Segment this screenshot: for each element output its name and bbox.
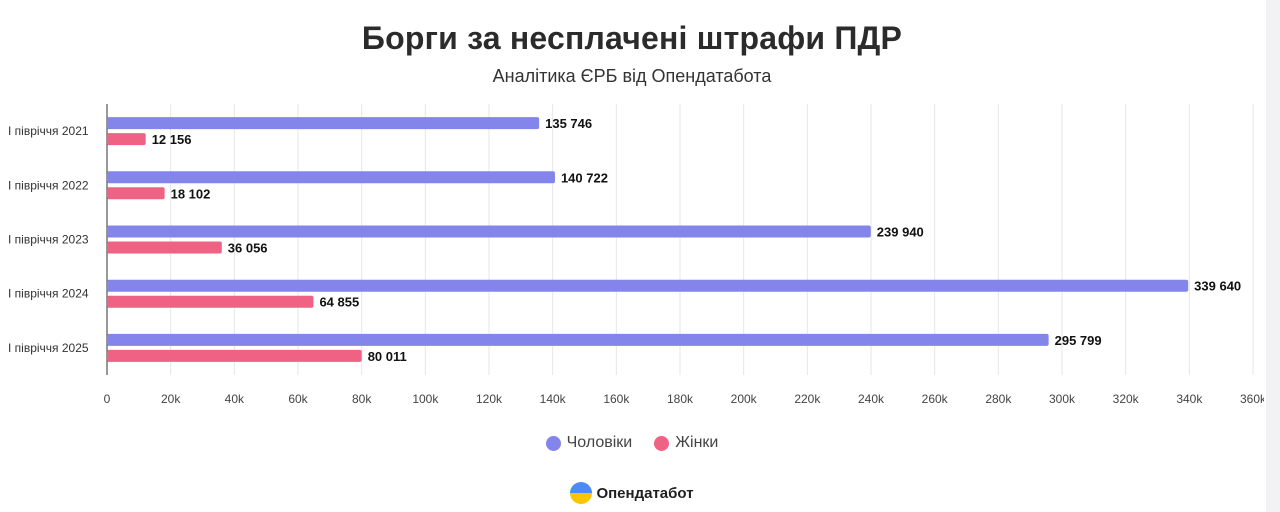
legend-marker-men	[545, 435, 561, 451]
x-tick-label: 40k	[225, 392, 245, 406]
bar-men	[107, 117, 540, 130]
bar-women	[107, 133, 146, 146]
bar-men	[107, 279, 1189, 292]
x-tick-label: 220k	[794, 392, 821, 406]
data-label: 295 799	[1055, 333, 1102, 348]
legend-item-women[interactable]: Жінки	[654, 434, 718, 452]
bar-men	[107, 171, 555, 184]
bar-men	[107, 225, 871, 238]
data-label: 140 722	[561, 170, 608, 185]
x-tick-label: 100k	[412, 392, 439, 406]
bar-women	[107, 241, 222, 254]
data-label: 12 156	[152, 132, 192, 147]
x-tick-label: 140k	[540, 392, 567, 406]
data-label: 135 746	[545, 116, 592, 131]
y-category-label: І півріччя 2021	[8, 124, 89, 138]
x-tick-label: 180k	[667, 392, 694, 406]
x-tick-label: 60k	[288, 392, 308, 406]
data-label: 36 056	[228, 241, 268, 256]
legend-item-men[interactable]: Чоловіки	[545, 434, 633, 452]
legend-label-women: Жінки	[675, 434, 719, 451]
chart-title: Борги за несплачені штрафи ПДР	[361, 20, 903, 56]
data-label: 339 640	[1194, 279, 1241, 294]
x-tick-label: 240k	[858, 392, 885, 406]
chart-legend: Чоловіки Жінки	[0, 434, 1264, 452]
x-tick-label: 160k	[603, 392, 630, 406]
brand: Опендатабот	[0, 482, 1264, 504]
x-tick-label: 360k	[1240, 392, 1264, 406]
y-category-label: І півріччя 2022	[8, 178, 89, 192]
x-tick-label: 200k	[731, 392, 758, 406]
x-tick-label: 0	[104, 392, 111, 406]
brand-name: Опендатабот	[596, 484, 694, 502]
data-label: 80 011	[368, 349, 407, 364]
bar-women	[107, 187, 165, 200]
x-tick-label: 280k	[985, 392, 1012, 406]
data-label: 18 102	[171, 186, 211, 201]
x-tick-label: 340k	[1176, 392, 1203, 406]
chart-subtitle: Аналітика ЄРБ від Опендатабота	[492, 66, 772, 86]
bar-women	[107, 349, 362, 362]
bar-chart: 0 20k 40k 60k 80k 100k 120k 140k 160k 180k 200k 220…	[8, 104, 1264, 406]
y-category-label: І півріччя 2024	[8, 287, 89, 301]
bar-women	[107, 295, 314, 308]
x-tick-label: 80k	[352, 392, 372, 406]
data-label: 239 940	[877, 225, 924, 240]
x-tick-label: 260k	[922, 392, 949, 406]
x-tick-label: 300k	[1049, 392, 1076, 406]
card-edge	[1266, 0, 1280, 512]
legend-marker-women	[654, 435, 670, 451]
legend-label-men: Чоловіки	[566, 434, 633, 451]
x-tick-label: 320k	[1113, 392, 1140, 406]
x-tick-label: 120k	[476, 392, 503, 406]
data-label: 64 855	[319, 295, 359, 310]
y-category-label: І півріччя 2023	[8, 233, 89, 247]
x-tick-label: 20k	[161, 392, 181, 406]
y-category-label: І півріччя 2025	[8, 341, 89, 355]
opendatabot-logo-icon	[570, 482, 593, 504]
bar-men	[107, 333, 1049, 346]
